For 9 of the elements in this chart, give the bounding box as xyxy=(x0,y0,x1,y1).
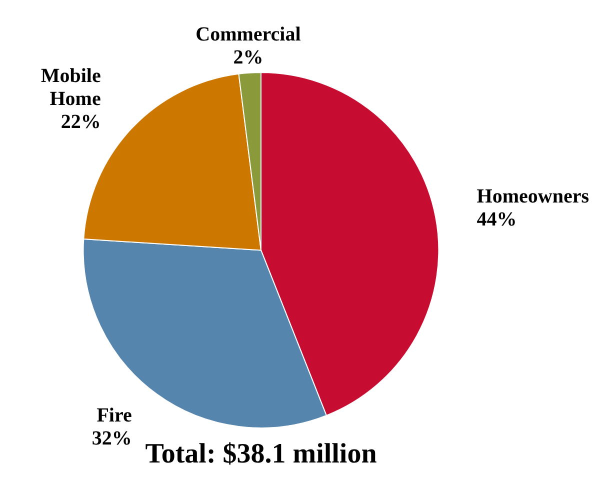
data-label: 44% xyxy=(476,208,517,231)
slice-label: Commercial xyxy=(196,24,302,46)
slice-label: Fire xyxy=(96,404,132,427)
slice-label: Homeowners xyxy=(476,186,590,208)
text: Total: $38.1 million xyxy=(145,438,378,470)
data-label: 22% xyxy=(60,110,101,133)
data-label: 2% xyxy=(233,46,264,69)
data-label: 32% xyxy=(92,428,132,450)
slice-label: Mobile Home xyxy=(40,64,101,110)
